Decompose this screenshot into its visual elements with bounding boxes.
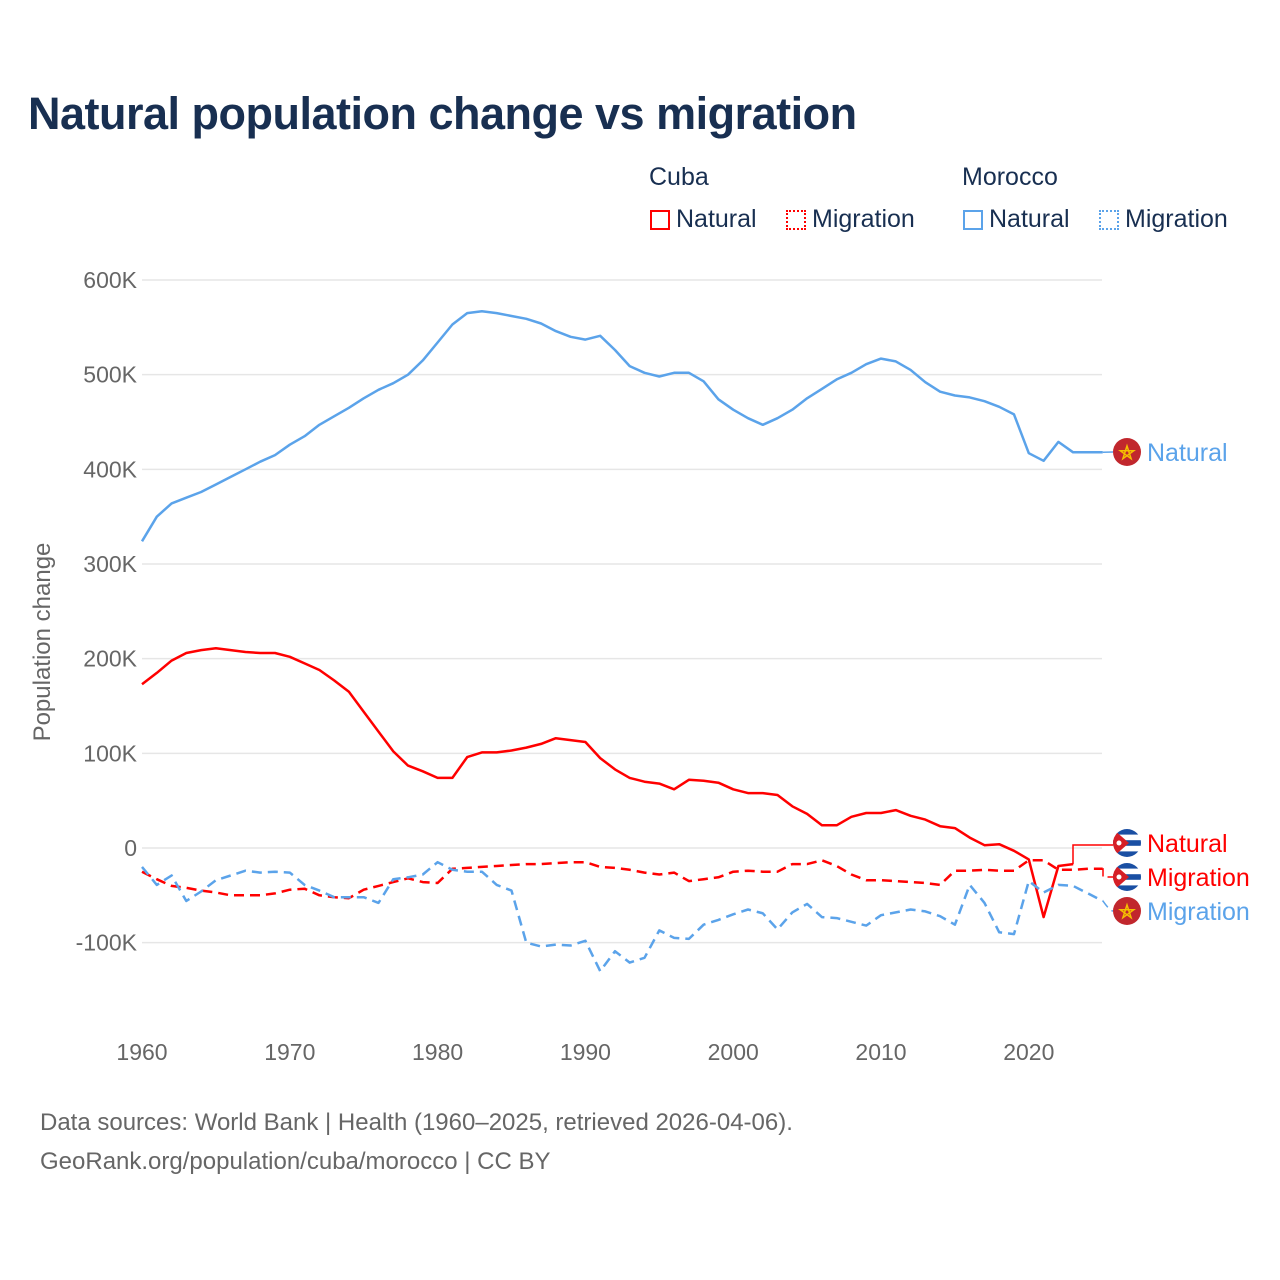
end-label: Migration [1147,898,1250,926]
label-connector [1102,900,1114,912]
y-tick-label: 600K [83,267,137,293]
y-tick-label: 500K [83,362,137,388]
end-label: Natural [1147,439,1228,467]
y-tick-label: 300K [83,551,137,577]
x-tick-label: 2010 [855,1039,906,1065]
cuba-flag-icon [1113,829,1141,857]
legend-label: Natural [989,205,1070,233]
x-tick-label: 1970 [264,1039,315,1065]
legend-label: Natural [676,205,757,233]
footer-sources: Data sources: World Bank | Health (1960–… [40,1109,793,1136]
label-connector [1072,844,1113,865]
legend-item-cuba-natural[interactable]: Natural [650,205,757,234]
end-label: Migration [1147,864,1250,892]
x-tick-label: 2000 [708,1039,759,1065]
y-tick-label: 0 [124,835,137,861]
x-tick-label: 2020 [1003,1039,1054,1065]
series-line-morocco-natural [140,309,1103,542]
legend-label: Migration [812,205,915,233]
legend-item-morocco-natural[interactable]: Natural [963,205,1070,234]
end-label: Natural [1147,830,1228,858]
morocco-flag-icon [1113,438,1141,466]
footer-attribution[interactable]: GeoRank.org/population/cuba/morocco | CC… [40,1148,551,1175]
dotted-swatch-icon [1099,209,1119,230]
dotted-swatch-icon [786,209,806,230]
solid-swatch-icon [963,209,983,230]
legend-label: Migration [1125,205,1228,233]
x-tick-label: 1960 [116,1039,167,1065]
y-axis-label: Population change [29,543,56,742]
legend-group-morocco: Morocco [962,163,1058,191]
y-tick-label: 200K [83,646,137,672]
x-tick-label: 1990 [560,1039,611,1065]
series-line-cuba-natural [141,646,1074,919]
y-tick-label: 400K [83,456,137,482]
legend-group-cuba: Cuba [649,163,709,191]
y-tick-label: 100K [83,740,137,766]
label-connector [1102,868,1113,878]
series-line-cuba-migration [141,859,1103,900]
legend-item-cuba-migration[interactable]: Migration [786,205,915,234]
y-tick-label: -100K [76,930,138,956]
solid-swatch-icon [650,209,670,230]
series-line-morocco-migration [141,860,1104,973]
cuba-flag-icon [1113,863,1141,891]
morocco-flag-icon [1113,897,1141,925]
x-tick-label: 1980 [412,1039,463,1065]
legend-item-morocco-migration[interactable]: Migration [1099,205,1228,234]
chart-title: Natural population change vs migration [28,88,857,139]
